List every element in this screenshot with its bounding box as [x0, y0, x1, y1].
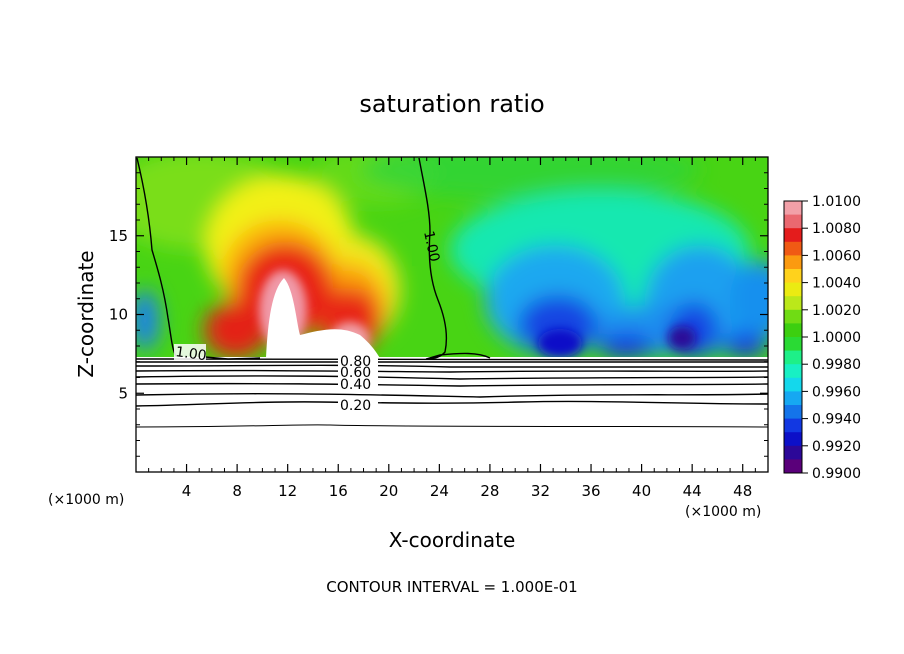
y-tick-label: 10: [109, 306, 128, 324]
contour-0.20: [135, 400, 769, 407]
x-tick-label: 4: [182, 482, 192, 500]
colorbar-swatch: [784, 418, 802, 433]
y-tick-label: 5: [118, 384, 128, 402]
colorbar-swatch: [784, 309, 802, 324]
colorbar-swatch: [784, 459, 802, 474]
colorbar-swatch: [784, 432, 802, 447]
colorbar-swatch: [784, 201, 802, 216]
colorbar-label: 0.9960: [812, 384, 861, 400]
colorbar-label: 1.0000: [812, 330, 861, 346]
y-tick-label: 15: [109, 227, 128, 245]
colorbar-label: 0.9900: [812, 466, 861, 482]
colorbar-label: 1.0100: [812, 194, 861, 210]
colorbar-label: 0.9980: [812, 357, 861, 373]
x-tick-label: 16: [329, 482, 348, 500]
contour-0.40: [135, 382, 769, 387]
colorbar-swatch: [784, 377, 802, 392]
contour-0.10: [135, 424, 769, 428]
contour-lines: [135, 157, 769, 428]
contour-interval-note: CONTOUR INTERVAL = 1.000E-01: [326, 578, 577, 596]
x-units-label: (×1000 m): [685, 504, 761, 520]
y-axis-label: Z-coordinate: [74, 250, 98, 377]
colorbar-labels: 1.0100 1.0080 1.0060 1.0040 1.0020 1.0000 0.99…: [802, 194, 861, 482]
x-tick-label: 12: [278, 482, 297, 500]
contour-label: 0.40: [340, 377, 371, 393]
x-tick-label: 8: [232, 482, 242, 500]
contour-label: 1.00: [174, 344, 207, 364]
contour-1.00-right: [418, 157, 491, 360]
contour-label: 0.20: [340, 398, 371, 414]
contour-0.80b: [135, 361, 769, 363]
colorbar-swatch: [784, 214, 802, 229]
contour-0.50: [135, 375, 769, 380]
x-tick-label: 28: [480, 482, 499, 500]
x-tick-labels: 4 8 12 16 20 24 28 32 36 40 44 48: [182, 482, 752, 500]
x-tick-label: 20: [379, 482, 398, 500]
colorbar-swatch: [784, 405, 802, 420]
plot-frame: [135, 156, 769, 473]
colorbar-swatch: [784, 391, 802, 406]
colorbar-swatch: [784, 350, 802, 365]
colorbar-swatch: [784, 364, 802, 379]
colorbar-label: 1.0060: [812, 248, 861, 264]
colorbar-swatches: [784, 201, 802, 474]
x-tick-label: 24: [430, 482, 449, 500]
colorbar-swatch: [784, 255, 802, 270]
colorbar-swatch: [784, 337, 802, 352]
x-tick-label: 36: [581, 482, 600, 500]
contour-0.30: [135, 393, 769, 398]
x-tick-label: 48: [733, 482, 752, 500]
colorbar-swatch: [784, 323, 802, 338]
x-tick-label: 32: [531, 482, 550, 500]
chart-title: saturation ratio: [359, 90, 544, 118]
contour-0.60: [135, 369, 769, 373]
contour-0.70: [135, 364, 769, 368]
colorbar: 1.0100 1.0080 1.0060 1.0040 1.0020 1.0000 0.99…: [783, 194, 861, 482]
contour-labels: 1.00 1.00 0.80 0.60 0.40 0.20: [174, 230, 442, 414]
colorbar-swatch: [784, 445, 802, 460]
colorbar-swatch: [784, 269, 802, 284]
colorbar-label: 0.9920: [812, 439, 861, 455]
x-tick-label: 40: [632, 482, 651, 500]
y-tick-labels: 5 10 15: [109, 227, 128, 403]
z-units-label: (×1000 m): [48, 492, 124, 508]
y-ticks: [136, 172, 768, 457]
x-ticks: [148, 157, 769, 472]
colorbar-label: 1.0020: [812, 303, 861, 319]
colorbar-label: 1.0040: [812, 276, 861, 292]
colorbar-swatch: [784, 296, 802, 311]
colorbar-swatch: [784, 241, 802, 256]
x-tick-label: 44: [683, 482, 702, 500]
colorbar-swatch: [784, 228, 802, 243]
colorbar-label: 1.0080: [812, 221, 861, 237]
x-axis-label: X-coordinate: [389, 528, 516, 552]
colorbar-label: 0.9940: [812, 412, 861, 428]
contour-1.00-left: [136, 157, 177, 357]
contour-label: 1.00: [420, 230, 442, 264]
colorbar-swatch: [784, 282, 802, 297]
